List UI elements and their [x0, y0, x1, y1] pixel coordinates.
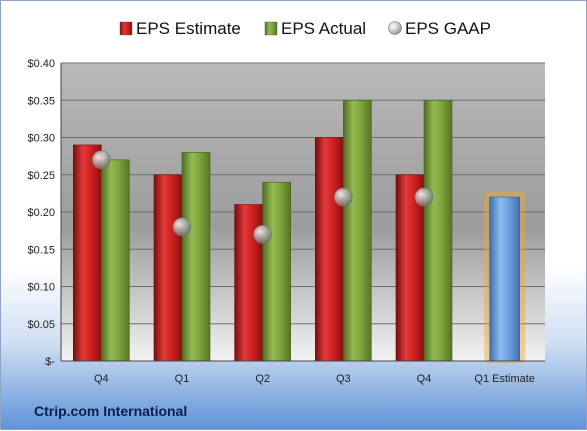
y-tick-label: $-: [45, 356, 55, 368]
y-tick-label: $0.20: [27, 207, 55, 219]
legend-swatch: [264, 21, 278, 36]
eps-estimate-bar: [315, 137, 344, 362]
y-axis: $- $0.05 $0.10 $0.15 $0.20 $0.25 $0.30 $0.35 $0.…: [27, 58, 62, 368]
legend-swatch: [388, 21, 402, 35]
company-name: Ctrip.com International: [34, 403, 188, 419]
legend-label: EPS GAAP: [405, 19, 491, 38]
eps-actual-bar: [181, 152, 211, 362]
x-tick-label: Q2: [255, 373, 270, 385]
y-tick-label: $0.15: [27, 244, 55, 256]
y-tick-label: $0.35: [27, 95, 55, 107]
bars: [73, 99, 526, 364]
y-tick-label: $0.25: [27, 170, 55, 182]
y-tick-label: $0.40: [27, 58, 55, 70]
x-tick-label: Q1 Estimate: [474, 373, 535, 385]
legend: EPS Estimate EPS Actual EPS GAAP: [119, 19, 491, 38]
eps-estimate-bar: [395, 174, 425, 362]
y-tick-label: $0.30: [27, 133, 55, 145]
eps-gaap-marker: [414, 187, 434, 207]
eps-forecast-bar: [489, 196, 520, 362]
eps-actual-bar: [423, 99, 453, 362]
eps-actual-bar: [343, 99, 372, 362]
y-tick-label: $0.10: [27, 282, 55, 294]
legend-label: EPS Estimate: [136, 19, 241, 38]
eps-gaap-marker: [172, 217, 192, 237]
x-tick-label: Q4: [94, 373, 109, 385]
x-tick-label: Q4: [417, 373, 432, 385]
y-tick-label: $0.05: [27, 319, 55, 331]
eps-gaap-marker: [92, 150, 111, 170]
x-tick-label: Q3: [336, 373, 351, 385]
eps-gaap-marker: [253, 225, 272, 244]
eps-gaap-marker: [334, 187, 353, 207]
x-axis: Q4 Q1 Q2 Q3 Q4 Q1 Estimate: [61, 360, 545, 385]
legend-swatch: [119, 21, 133, 36]
x-tick-label: Q1: [175, 373, 190, 385]
gaap-markers: [92, 150, 434, 244]
eps-actual-bar: [101, 159, 130, 362]
eps-actual-bar: [262, 181, 291, 362]
legend-label: EPS Actual: [281, 19, 366, 38]
eps-estimate-bar: [153, 174, 183, 362]
eps-estimate-bar: [73, 144, 102, 362]
